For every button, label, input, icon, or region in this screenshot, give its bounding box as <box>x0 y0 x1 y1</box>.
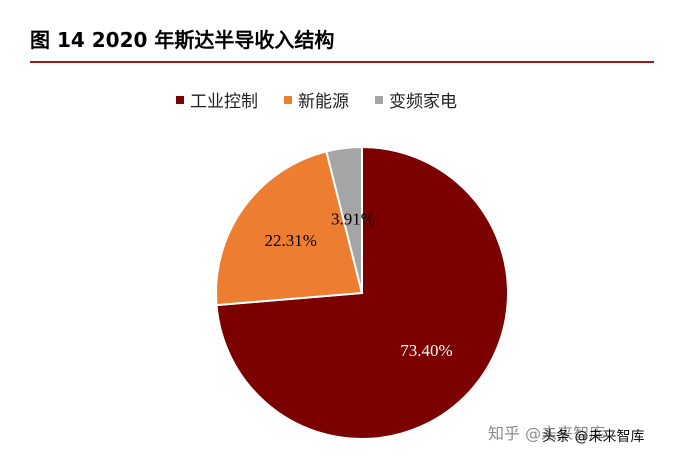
pie-label-0: 73.40% <box>400 341 452 360</box>
page-title: 图 14 2020 年斯达半导收入结构 <box>30 28 335 52</box>
legend-label-appliance: 变频家电 <box>389 92 457 112</box>
pie-label-1: 22.31% <box>265 231 317 250</box>
pie-slice-1 <box>215 150 364 307</box>
legend-swatch-new-energy <box>284 95 292 104</box>
title-divider <box>30 61 654 63</box>
watermark-text: 知乎 @未来智库 <box>488 424 606 443</box>
pie-label-2: 3.91% <box>331 209 375 228</box>
legend-item-industrial: 工业控制 <box>176 87 258 112</box>
legend-item-appliance: 变频家电 <box>375 87 457 112</box>
legend-label-new-energy: 新能源 <box>298 92 349 112</box>
chart-legend: 工业控制 新能源 变频家电 <box>176 87 457 112</box>
legend-swatch-appliance <box>375 95 383 104</box>
legend-swatch-industrial <box>176 95 184 104</box>
legend-label-industrial: 工业控制 <box>190 92 258 112</box>
watermark-overlay: 头条 @未来智库 <box>542 429 645 445</box>
pie-slice-2 <box>325 145 363 294</box>
legend-item-new-energy: 新能源 <box>284 87 349 112</box>
